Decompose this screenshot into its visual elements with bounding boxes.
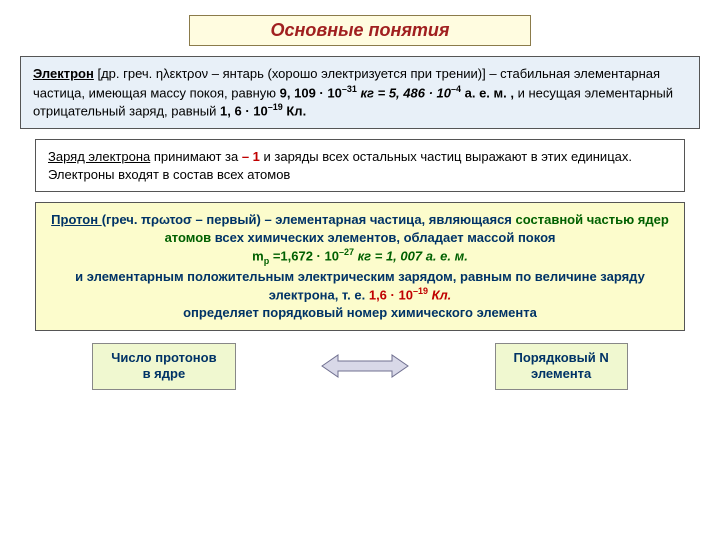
proton-mass-3: кг = 1, 007 а. е. м. <box>354 249 468 264</box>
electron-exp-1: –31 <box>342 84 357 94</box>
minus-one: – 1 <box>242 149 260 164</box>
proton-text-3: и элементарным положительным электрическ… <box>75 269 645 303</box>
proton-charge-exp: –19 <box>413 286 428 296</box>
electron-exp-3: –19 <box>268 102 283 112</box>
proton-line-1: Протон (греч. πρωτοσ – первый) – элемент… <box>48 211 672 246</box>
page-title: Основные понятия <box>270 20 449 40</box>
proton-term: Протон <box>51 212 102 227</box>
electron-mass-3: а. е. м. , <box>461 85 518 100</box>
electron-charge-2: Кл. <box>283 104 306 119</box>
proton-greek: (греч. πρωτοσ – первый) <box>102 212 261 227</box>
proton-charge-1: 1,6 · 10 <box>369 287 413 302</box>
title-bar: Основные понятия <box>189 15 531 46</box>
proton-charge-2: Кл. <box>428 287 451 302</box>
proton-mass-1: m <box>252 249 264 264</box>
electron-charge-1: 1, 6 · 10 <box>220 104 268 119</box>
electron-mass-2: кг = 5, 486 · 10 <box>357 85 451 100</box>
bottom-row: Число протонов в ядре Порядковый N элеме… <box>20 343 700 391</box>
electron-charge-box: Заряд электрона принимают за – 1 и заряд… <box>35 139 685 192</box>
proton-mass-2: =1,672 · 10 <box>269 249 339 264</box>
electron-exp-2: –4 <box>451 84 461 94</box>
protons-count-line-1: Число протонов <box>111 350 216 367</box>
ordinal-line-1: Порядковый N <box>514 350 609 367</box>
proton-def: – элементарная частица, являющаяся <box>261 212 516 227</box>
proton-mass-exp: –27 <box>339 247 354 257</box>
ordinal-line-2: элемента <box>514 366 609 383</box>
electron-term: Электрон <box>33 66 94 81</box>
proton-definition-box: Протон (греч. πρωτοσ – первый) – элемент… <box>35 202 685 330</box>
protons-count-box: Число протонов в ядре <box>92 343 235 391</box>
electron-mass-1: 9, 109 · 10 <box>280 85 342 100</box>
proton-charge-line: и элементарным положительным электрическ… <box>48 268 672 304</box>
charge-lead: Заряд электрона <box>48 149 150 164</box>
proton-last-line: определяет порядковый номер химического … <box>48 304 672 322</box>
electron-definition-box: Электрон [др. греч. ηλεκτρον – янтарь (х… <box>20 56 700 129</box>
ordinal-number-box: Порядковый N элемента <box>495 343 628 391</box>
proton-mass-line: mp =1,672 · 10–27 кг = 1, 007 а. е. м. <box>48 246 672 267</box>
double-arrow-icon <box>320 351 410 381</box>
charge-text-1: принимают за <box>150 149 242 164</box>
proton-text-2: всех химических элементов, обладает масс… <box>211 230 555 245</box>
protons-count-line-2: в ядре <box>111 366 216 383</box>
